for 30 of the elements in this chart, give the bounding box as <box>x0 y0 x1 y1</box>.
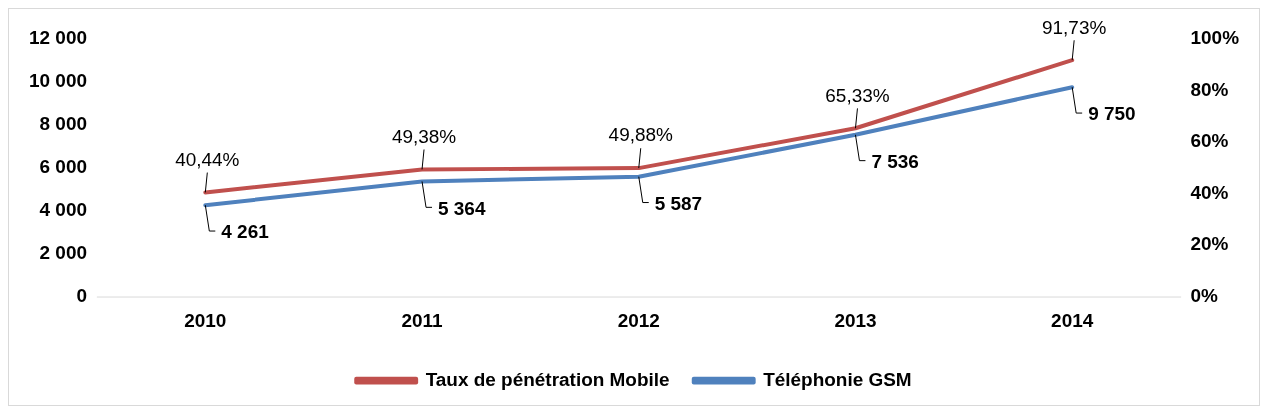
data-label: 49,38% <box>391 125 457 147</box>
y-tick-label: 8 000 <box>39 113 87 135</box>
y-tick-label: 12 000 <box>29 27 87 49</box>
data-label: 7 536 <box>871 150 919 172</box>
y-tick-label: 10 000 <box>29 70 87 92</box>
data-label: 5 587 <box>654 192 703 214</box>
y-tick-label: 2 000 <box>39 242 87 263</box>
data-label: 49,88% <box>608 124 674 146</box>
data-label: 40,44% <box>175 148 240 170</box>
x-tick-label: 2013 <box>834 310 877 332</box>
y2-tick-label: 80% <box>1190 78 1229 100</box>
data-label: 4 261 <box>221 221 269 243</box>
data-label: 65,33% <box>825 84 890 106</box>
x-tick-label: 2010 <box>184 310 227 332</box>
x-tick-label: 2014 <box>1051 310 1094 332</box>
y2-tick-label: 60% <box>1190 130 1229 152</box>
y-tick-label: 0 <box>76 284 87 306</box>
data-label: 91,73% <box>1042 16 1107 38</box>
legend-label: Taux de pénétration Mobile <box>425 368 670 390</box>
legend-label: Téléphonie GSM <box>763 368 912 390</box>
y2-tick-label: 40% <box>1190 181 1229 203</box>
x-tick-label: 2012 <box>617 310 660 332</box>
x-tick-label: 2011 <box>401 310 443 332</box>
data-label: 9 750 <box>1088 103 1136 125</box>
y2-tick-label: 100% <box>1190 27 1240 49</box>
y2-tick-label: 20% <box>1190 233 1229 255</box>
y-tick-label: 6 000 <box>39 156 87 177</box>
y-tick-label: 4 000 <box>39 199 87 220</box>
data-label: 5 364 <box>438 197 486 219</box>
y2-tick-label: 0% <box>1190 284 1219 306</box>
